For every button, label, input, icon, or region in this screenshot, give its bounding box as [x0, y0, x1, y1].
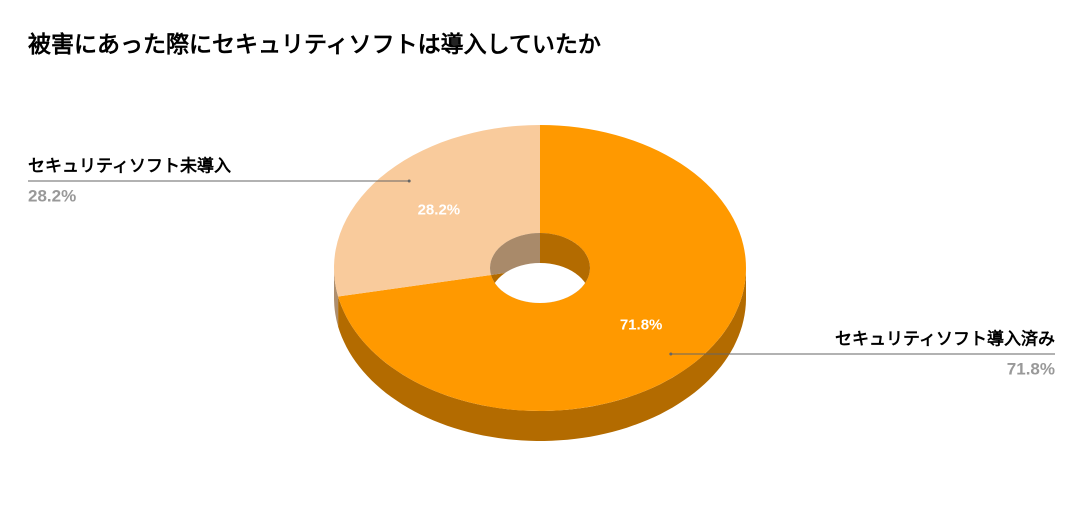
hole-wall: [490, 233, 540, 289]
outer-value-label: 28.2%: [28, 186, 76, 205]
slice: [334, 125, 540, 297]
category-label: セキュリティソフト導入済み: [835, 328, 1055, 348]
slice-side: [338, 269, 746, 441]
chart-title: 被害にあった際にセキュリティソフトは導入していたか: [28, 31, 601, 57]
slice: [338, 125, 746, 411]
slice-side: [334, 269, 339, 327]
outer-value-label: 71.8%: [1007, 359, 1055, 378]
slice-value-label: 28.2%: [418, 202, 461, 219]
hole: [490, 233, 590, 303]
leader-dot: [669, 352, 673, 356]
slice-value-label: 71.8%: [620, 316, 663, 333]
hole-floor: [490, 263, 590, 303]
category-label: セキュリティソフト未導入: [28, 155, 231, 175]
leader-dot: [407, 179, 411, 183]
